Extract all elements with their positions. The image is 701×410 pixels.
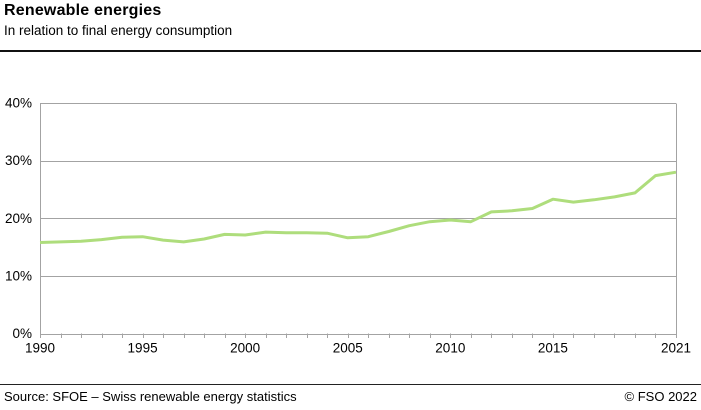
x-tick-label: 2015 [538, 341, 568, 356]
page-title: Renewable energies [4, 2, 162, 19]
copyright-note: © FSO 2022 [624, 389, 697, 404]
x-tick-label: 2021 [661, 341, 691, 356]
y-tick-label: 30% [5, 153, 32, 168]
y-tick-label: 20% [5, 211, 32, 226]
footer-divider [0, 384, 701, 385]
header-divider [0, 50, 701, 52]
page-subtitle: In relation to final energy consumption [4, 23, 233, 38]
y-tick-label: 40% [5, 96, 32, 111]
x-tick-label: 1995 [128, 341, 158, 356]
y-tick-label: 10% [5, 268, 32, 283]
x-tick-label: 2000 [230, 341, 260, 356]
data-line [39, 170, 677, 244]
x-tick-label: 2005 [333, 341, 363, 356]
source-note: Source: SFOE – Swiss renewable energy st… [4, 389, 297, 404]
x-tick-label: 2010 [435, 341, 465, 356]
x-tick-label: 1990 [25, 341, 55, 356]
y-tick-label: 0% [12, 326, 32, 341]
